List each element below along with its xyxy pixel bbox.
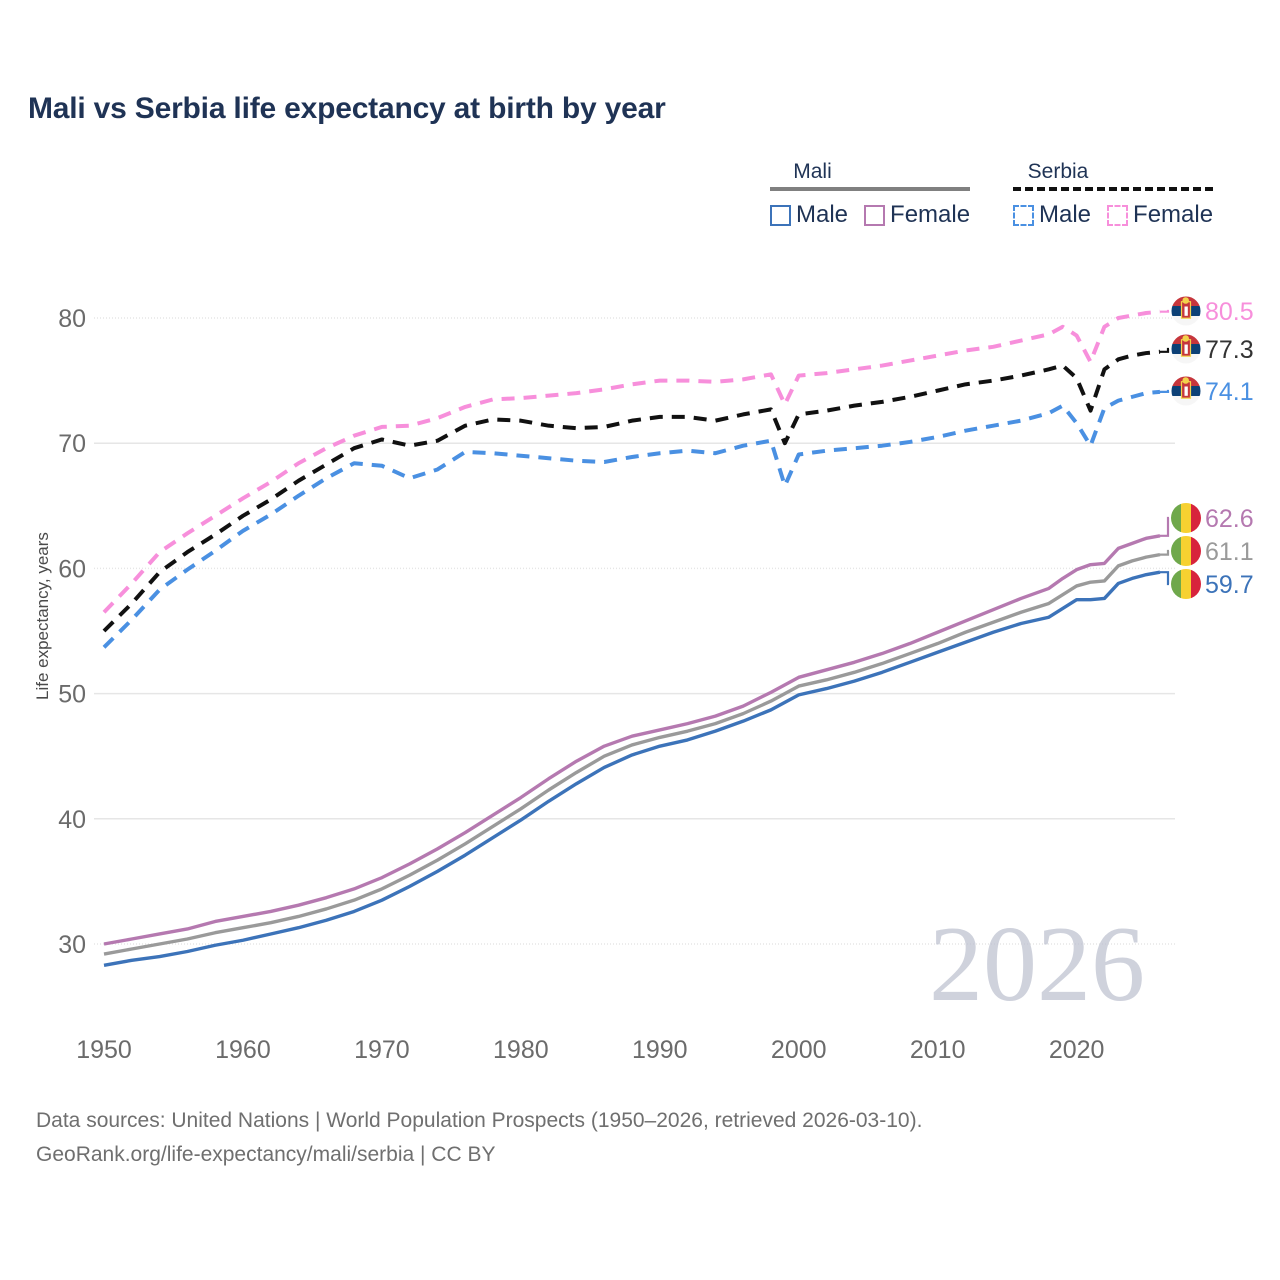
x-tick-1990: 1990 [632,1036,688,1064]
x-tick-2000: 2000 [771,1036,827,1064]
series-line-mali-male [103,570,1161,967]
y-tick-60: 60 [58,555,86,583]
y-tick-70: 70 [58,430,86,458]
legend-item-serbia-male[interactable]: Male [1013,201,1091,229]
series-line-serbia-female [102,309,1161,614]
page-title: Mali vs Serbia life expectancy at birth … [28,92,666,125]
legend-country-serbia: Serbia [1027,160,1089,183]
end-value-serbia-total: 77.3 [1205,336,1254,364]
end-value-serbia-female: 80.5 [1205,298,1254,326]
legend-rule-solid [770,187,971,191]
flag-mali-icon [1171,503,1201,533]
flag-mali-icon [1171,569,1201,599]
legend-swatch-serbia-female-icon [1107,204,1129,226]
y-tick-50: 50 [58,681,86,709]
x-tick-1950: 1950 [76,1036,132,1064]
legend-group-serbia: Serbia Male Female [1013,160,1214,229]
legend-label-serbia-female: Female [1133,201,1214,228]
x-tick-2010: 2010 [910,1036,966,1064]
series-line-serbia-male [102,389,1161,649]
legend-item-mali-female[interactable]: Female [864,201,970,229]
legend-swatch-serbia-male-icon [1013,204,1034,226]
flag-serbia-icon [1170,375,1202,407]
x-tick-1960: 1960 [215,1036,271,1064]
end-connector-serbia-female [1160,309,1170,313]
end-value-markers: 80.5 77.3 74.1 62.6 61.1 59.7 [1160,295,1254,599]
end-connector-serbia-total [1160,347,1170,353]
series-line-mali-total [103,552,1161,956]
footer-line-2: GeoRank.org/life-expectancy/mali/serbia … [36,1143,496,1167]
x-tick-1980: 1980 [493,1036,549,1064]
y-tick-80: 80 [58,305,86,333]
flag-mali-icon [1171,536,1201,566]
legend-item-serbia-female[interactable]: Female [1107,201,1213,229]
y-axis-title: Life expectancy, years [33,532,52,700]
y-axis-ticks: 30 40 50 60 70 80 [58,305,86,959]
year-watermark: 2026 [929,905,1145,1024]
legend-label-mali-female: Female [890,201,971,228]
y-tick-30: 30 [58,931,86,959]
end-connector-mali-male [1160,571,1170,586]
legend-item-mali-male[interactable]: Male [770,201,848,229]
end-value-mali-total: 61.1 [1205,538,1254,566]
series-lines [102,309,1161,967]
end-connector-mali-female [1160,516,1170,537]
legend-swatch-mali-male-icon [770,204,791,226]
flag-serbia-icon [1170,333,1202,365]
flag-serbia-icon [1170,295,1202,327]
legend-label-serbia-male: Male [1039,201,1092,228]
footer-line-1: Data sources: United Nations | World Pop… [36,1109,923,1132]
series-line-serbia-total [102,349,1161,633]
series-line-mali-female [103,534,1161,946]
legend-rule-dashed [1013,187,1214,191]
legend-country-mali: Mali [793,160,832,183]
end-value-mali-female: 62.6 [1205,505,1254,533]
y-tick-40: 40 [58,806,86,834]
end-value-serbia-male: 74.1 [1205,378,1254,406]
chart-legend: Mali Male Female Serbia Male [755,160,1255,240]
end-connector-serbia-male [1160,389,1170,393]
x-axis-ticks: 1950 1960 1970 1980 1990 2000 2010 2020 [76,1036,1104,1064]
end-value-mali-male: 59.7 [1205,571,1254,599]
legend-swatch-mali-female-icon [864,204,886,226]
end-connector-mali-total [1160,549,1170,556]
legend-group-mali: Mali Male Female [770,160,971,229]
x-tick-1970: 1970 [354,1036,410,1064]
footer-credits: Data sources: United Nations | World Pop… [36,1104,922,1172]
x-tick-2020: 2020 [1049,1036,1105,1064]
legend-label-mali-male: Male [796,201,849,228]
gridlines [94,317,1175,945]
